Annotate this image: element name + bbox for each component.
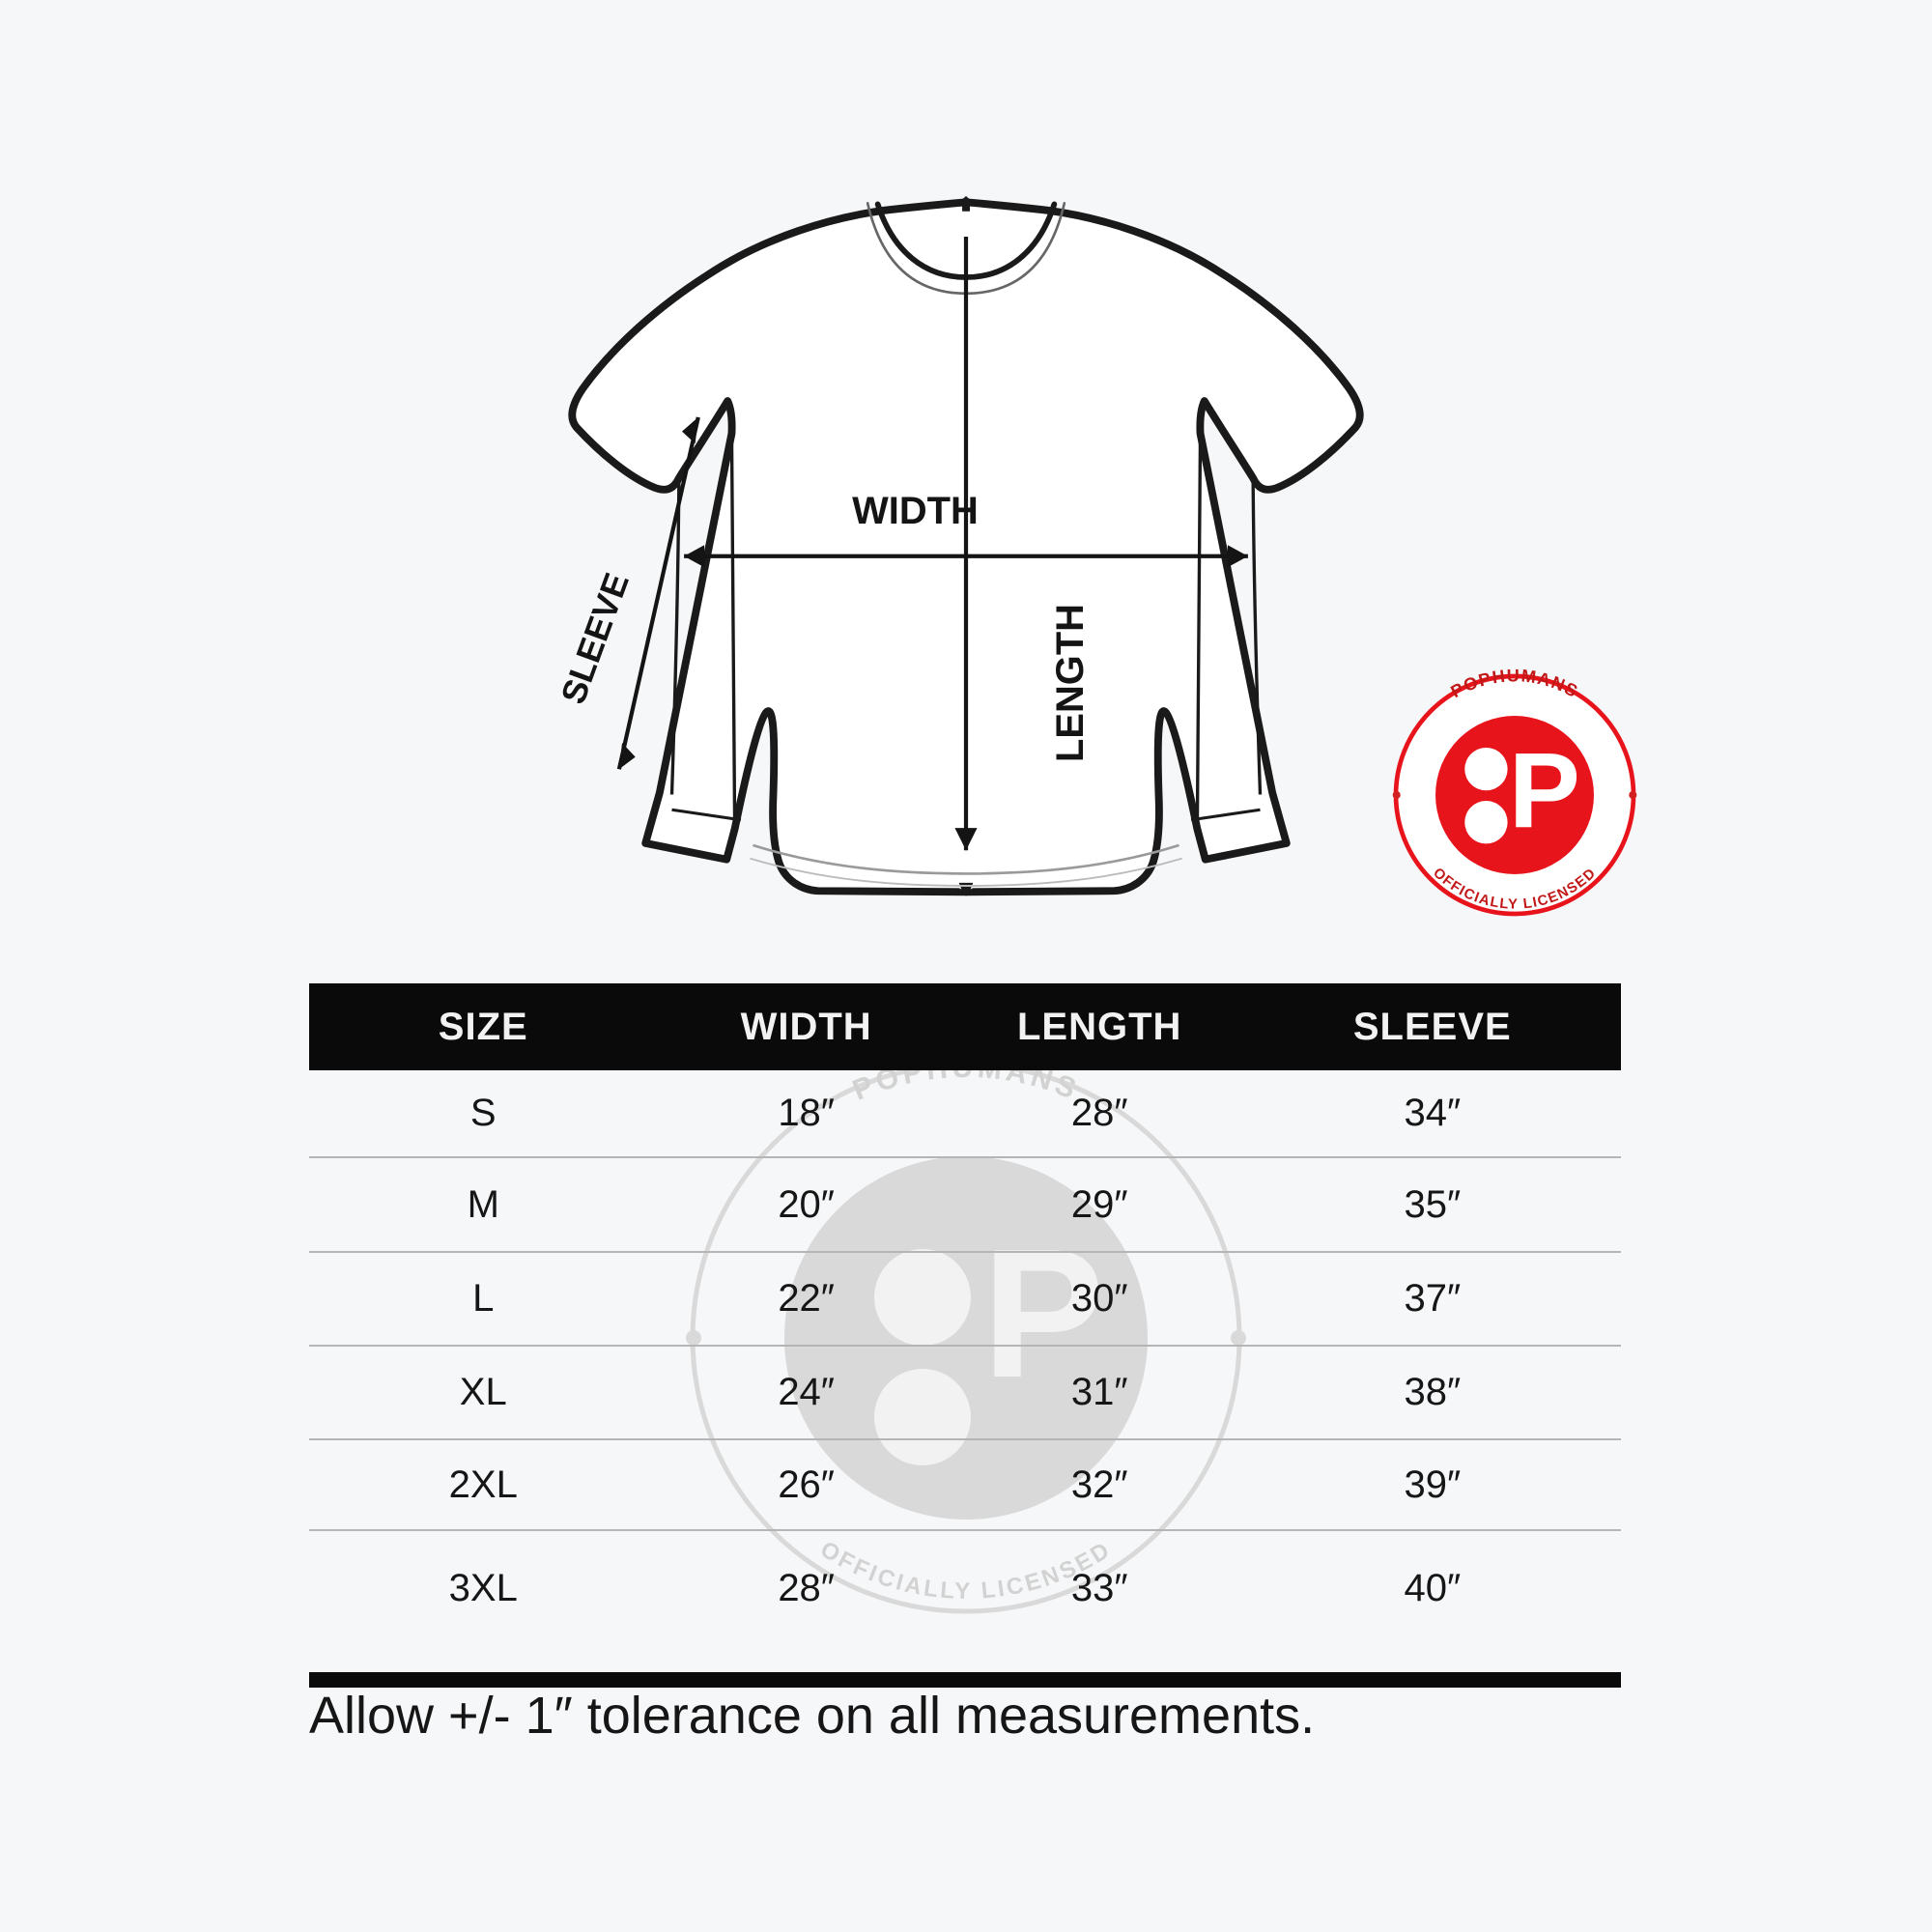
svg-text:SLEEVE: SLEEVE bbox=[554, 568, 637, 709]
svg-text:LENGTH: LENGTH bbox=[1049, 604, 1092, 762]
svg-text:WIDTH: WIDTH bbox=[852, 490, 979, 532]
svg-text:P: P bbox=[1509, 732, 1580, 851]
